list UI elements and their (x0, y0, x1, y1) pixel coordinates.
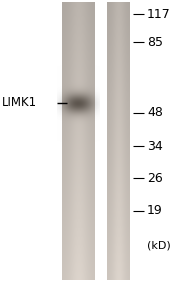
Text: LIMK1: LIMK1 (2, 97, 37, 110)
Text: 85: 85 (147, 35, 163, 49)
Text: 19: 19 (147, 205, 163, 218)
Text: 117: 117 (147, 8, 171, 20)
Text: 48: 48 (147, 106, 163, 119)
Text: 34: 34 (147, 140, 163, 152)
Text: 26: 26 (147, 172, 163, 184)
Text: (kD): (kD) (147, 240, 171, 250)
